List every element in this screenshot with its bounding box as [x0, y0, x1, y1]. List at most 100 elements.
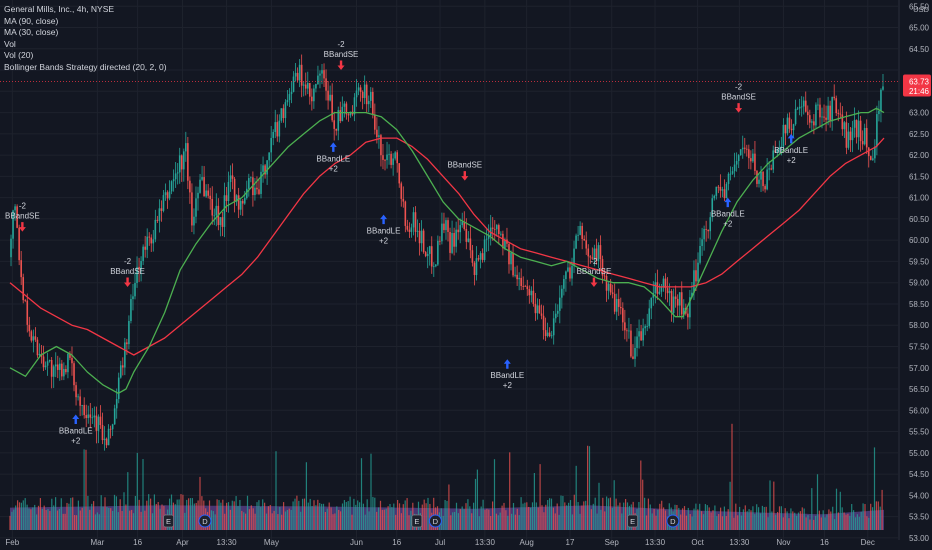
- candle: [487, 224, 490, 252]
- candle: [648, 299, 651, 329]
- volume-bar: [803, 508, 805, 530]
- candle: [644, 324, 646, 336]
- candle: [107, 424, 110, 446]
- candle: [321, 64, 323, 85]
- volume-bar: [554, 513, 556, 530]
- candle-body: [404, 201, 407, 226]
- candle-body: [105, 438, 108, 446]
- volume-bar: [792, 511, 794, 530]
- price-tick: 56.50: [909, 385, 930, 394]
- candle: [130, 294, 132, 324]
- volume-bar: [364, 514, 366, 530]
- volume-bar: [129, 510, 131, 530]
- legend-ma30[interactable]: MA (30, close): [4, 27, 59, 38]
- volume-bar: [849, 515, 851, 530]
- candle: [735, 152, 738, 172]
- candle: [132, 284, 134, 311]
- candle-body: [81, 405, 83, 406]
- candle-body: [583, 238, 585, 241]
- candle: [804, 91, 807, 113]
- candle-body: [140, 260, 142, 270]
- candle: [587, 244, 590, 270]
- candle-body: [475, 258, 478, 276]
- ma30-line: [9, 107, 885, 394]
- volume-bar: [735, 503, 737, 530]
- volume-bar: [716, 516, 718, 530]
- candle-body: [89, 414, 92, 418]
- candle-body: [709, 217, 712, 232]
- candle-body: [550, 335, 553, 337]
- candle-body: [156, 219, 159, 221]
- legend-vol20[interactable]: Vol (20): [4, 50, 34, 61]
- candle-body: [245, 188, 248, 199]
- candle-body: [378, 135, 380, 137]
- candle-body: [465, 228, 468, 242]
- candle-body: [652, 293, 655, 298]
- volume-bar: [108, 507, 110, 530]
- candle-body: [849, 131, 852, 141]
- signal-label: BBandLE: [367, 227, 401, 236]
- candle: [189, 176, 191, 204]
- volume-bar: [159, 508, 161, 530]
- candle-body: [451, 233, 453, 253]
- candle: [518, 272, 520, 291]
- candle: [731, 166, 734, 175]
- candle-body: [282, 108, 285, 119]
- candle: [794, 99, 797, 126]
- candle-body: [24, 300, 27, 301]
- candle: [603, 268, 606, 280]
- candle: [274, 109, 277, 139]
- volume-bar: [216, 499, 218, 530]
- volume-bar: [125, 504, 127, 530]
- volume-bar: [590, 509, 592, 530]
- volume-bar: [704, 504, 706, 530]
- volume-bar: [170, 494, 173, 530]
- earnings-marker: E: [627, 514, 639, 528]
- candle: [567, 261, 569, 273]
- candle: [42, 345, 45, 372]
- legend-symbol[interactable]: General Mills, Inc., 4h, NYSE: [4, 4, 115, 14]
- candle: [764, 184, 766, 193]
- volume-bar: [47, 509, 49, 530]
- volume-bar: [683, 506, 686, 530]
- volume-bar: [465, 503, 467, 530]
- volume-bar: [410, 510, 412, 530]
- legend-vol[interactable]: Vol: [4, 38, 16, 49]
- volume-bar: [638, 501, 640, 530]
- volume-bar: [531, 502, 534, 530]
- candle-body: [703, 228, 705, 240]
- candle: [367, 95, 370, 113]
- volume-bar: [360, 458, 363, 530]
- volume-bar: [452, 512, 454, 530]
- candle: [528, 285, 531, 304]
- candle: [650, 297, 653, 320]
- volume-bar: [796, 515, 798, 530]
- candle-body: [869, 156, 872, 160]
- legend-strategy[interactable]: Bollinger Bands Strategy directed (20, 2…: [4, 61, 167, 72]
- candle: [563, 275, 565, 296]
- volume-bar: [499, 512, 501, 530]
- candle-body: [136, 266, 138, 283]
- volume-bar: [680, 514, 682, 530]
- candle: [831, 96, 833, 131]
- legend-ma90[interactable]: MA (90, close): [4, 15, 59, 26]
- candle: [733, 152, 736, 178]
- candle-body: [392, 158, 394, 165]
- candle-body: [457, 229, 459, 233]
- volume-bar: [117, 512, 119, 530]
- candle: [727, 172, 730, 191]
- candle: [12, 209, 14, 249]
- candle: [420, 220, 423, 252]
- volume-bar: [702, 514, 705, 530]
- candle: [406, 219, 409, 232]
- volume-bar: [349, 496, 351, 530]
- candle-body: [811, 121, 813, 123]
- volume-bar: [759, 513, 762, 530]
- volume-bar: [708, 507, 710, 530]
- candle-body: [341, 106, 344, 122]
- volume-bar: [748, 509, 750, 530]
- volume-bar: [773, 481, 775, 530]
- volume-bar: [771, 511, 773, 530]
